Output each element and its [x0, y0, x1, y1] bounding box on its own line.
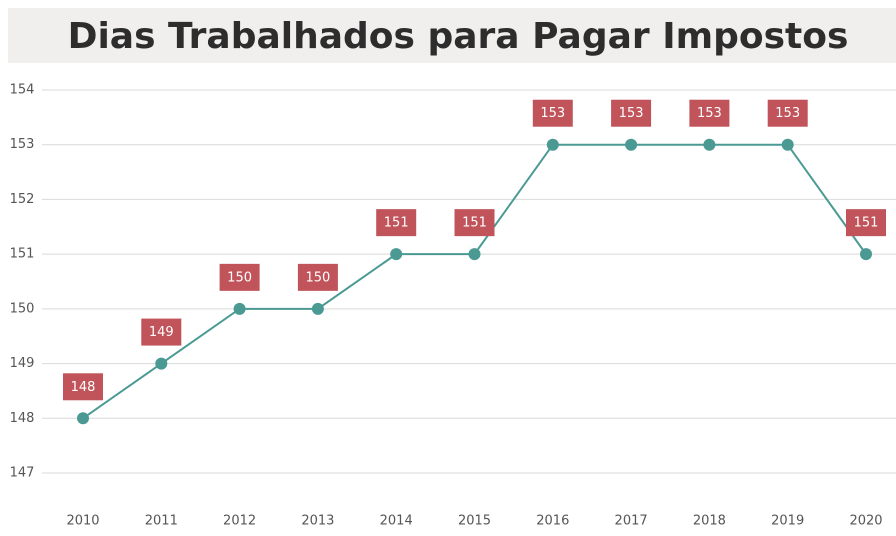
data-label: 151: [384, 216, 409, 231]
data-label: 151: [462, 216, 487, 231]
label-box: [689, 99, 730, 127]
point: [77, 412, 89, 425]
y-tick-label: 154: [10, 83, 35, 98]
point: [233, 302, 246, 315]
y-tick-label: 148: [10, 411, 35, 426]
data-label: 150: [305, 270, 330, 285]
x-tick-label: 2011: [145, 514, 178, 529]
title-band: [8, 8, 896, 63]
x-tick-label: 2014: [380, 514, 413, 529]
label-box: [63, 373, 103, 401]
y-tick-label: 152: [10, 192, 35, 207]
x-tick-label: 2010: [66, 514, 99, 529]
y-tick-label: 147: [10, 466, 35, 481]
y-tick-label: 153: [10, 137, 35, 152]
x-tick-label: 2016: [536, 514, 569, 529]
x-tick-label: 2018: [693, 514, 726, 529]
label-box: [532, 99, 573, 127]
x-tick-label: 2013: [301, 514, 334, 529]
point: [390, 248, 403, 261]
data-label: 153: [775, 106, 800, 121]
data-label: 148: [71, 380, 96, 395]
label-box: [611, 99, 652, 127]
label-box: [219, 263, 260, 291]
y-tick-label: 149: [10, 356, 35, 371]
point: [546, 138, 559, 151]
point: [703, 138, 716, 151]
point: [311, 302, 324, 315]
line: [82, 143, 867, 420]
data-label: 153: [619, 106, 644, 121]
data-label: 153: [697, 106, 722, 121]
label-box: [846, 209, 886, 237]
x-tick-label: 2012: [223, 514, 256, 529]
label-box: [454, 209, 495, 237]
x-tick-label: 2019: [771, 514, 804, 529]
x-tick-label: 2020: [849, 514, 882, 529]
data-label: 153: [540, 106, 565, 121]
label-box: [767, 99, 808, 127]
label-box: [141, 318, 182, 346]
y-tick-label: 151: [10, 247, 35, 262]
point: [155, 357, 168, 370]
x-tick-label: 2017: [615, 514, 648, 529]
y-tick-label: 150: [10, 301, 35, 316]
label-box: [297, 263, 338, 291]
point: [468, 248, 481, 261]
chart-title: Dias Trabalhados para Pagar Impostos: [68, 16, 849, 57]
point: [781, 138, 794, 151]
data-label: 150: [227, 270, 252, 285]
point: [860, 248, 872, 261]
x-tick-label: 2015: [458, 514, 491, 529]
point: [625, 138, 638, 151]
data-label: 151: [854, 216, 879, 231]
label-box: [376, 209, 417, 237]
data-label: 149: [149, 325, 174, 340]
